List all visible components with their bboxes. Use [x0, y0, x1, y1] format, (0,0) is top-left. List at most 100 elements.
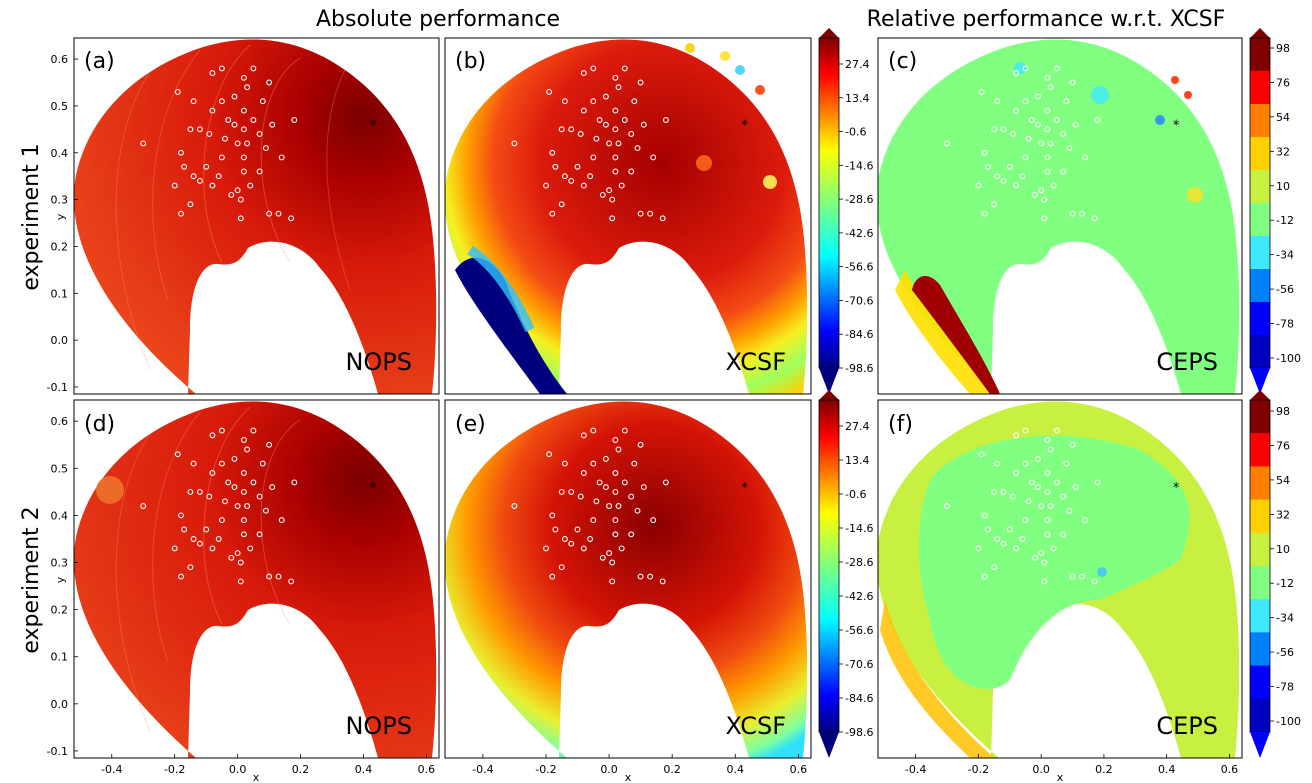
- sample-point: [628, 168, 635, 175]
- sample-point: [187, 201, 194, 208]
- sample-point: [190, 98, 197, 105]
- sample-point: [244, 446, 251, 453]
- sample-point: [1006, 526, 1013, 533]
- sample-point: [240, 488, 247, 495]
- colorbar-level-block: [1250, 302, 1270, 336]
- sample-point: [1044, 531, 1051, 538]
- sample-point: [234, 140, 241, 147]
- sample-point: [1072, 484, 1079, 491]
- colorbar-absolute-top-ticks: 27.4 13.4 -0.6 -14.6 -28.6 -42.6 -56.6 -70.6 -84…: [839, 58, 873, 375]
- sample-point: [247, 545, 254, 552]
- sample-point: [612, 488, 619, 495]
- sample-point: [1000, 177, 1007, 184]
- sample-point: [543, 182, 549, 189]
- sample-point: [1041, 215, 1048, 222]
- sample-point: [568, 126, 575, 133]
- sample-point: [275, 210, 282, 217]
- sample-point: [1022, 460, 1029, 467]
- sample-point: [1053, 479, 1060, 486]
- sample-point: [612, 126, 619, 133]
- sample-point: [1066, 145, 1073, 152]
- sample-point: [577, 131, 584, 137]
- sample-point: [1041, 578, 1048, 585]
- header-relative: Relative performance w.r.t. XCSF: [867, 7, 1226, 32]
- sample-point: [991, 201, 998, 208]
- sample-point: [237, 559, 244, 566]
- sample-point: [1000, 540, 1007, 547]
- x-tick-label: 0.0: [600, 763, 618, 776]
- sample-point: [568, 540, 575, 547]
- sample-point: [1038, 187, 1045, 194]
- sample-point: [190, 460, 197, 467]
- y-tick-label: 0.2: [51, 604, 69, 617]
- sample-point: [178, 512, 184, 519]
- y-tick-label: -0.1: [47, 745, 68, 758]
- sample-point: [266, 79, 273, 86]
- sample-point: [1035, 93, 1041, 100]
- sample-point: [256, 531, 263, 538]
- sample-point: [609, 578, 616, 585]
- sample-point: [1041, 196, 1048, 203]
- sample-point: [1031, 554, 1038, 561]
- panel-d-method-label: NOPS: [345, 712, 412, 740]
- colorbar-tick-label: -28.6: [845, 193, 873, 206]
- colorbar-tick-label: 27.4: [845, 58, 870, 71]
- sample-point: [1044, 126, 1051, 133]
- target-marker: *: [370, 481, 377, 496]
- panel-e-frame: [444, 399, 812, 759]
- sample-point: [206, 131, 213, 137]
- x-tick-label: 0.2: [1095, 763, 1113, 776]
- colorbar-level-block: [1250, 632, 1270, 667]
- sample-point: [269, 484, 276, 491]
- sample-point: [1028, 479, 1035, 486]
- sample-point: [1069, 79, 1076, 86]
- sample-point: [288, 578, 295, 585]
- panel-b-sample-points: *: [511, 65, 748, 222]
- sample-point: [1025, 135, 1032, 142]
- sample-point: [628, 131, 635, 137]
- sample-point: [240, 74, 247, 81]
- sample-point: [659, 578, 666, 585]
- panel-d-xticks: -0.4 -0.2 0.0 0.2 0.4 0.6: [101, 754, 435, 776]
- sample-point: [640, 484, 647, 491]
- sample-point: [1041, 559, 1048, 566]
- sample-point: [250, 117, 257, 123]
- sample-point: [994, 98, 1001, 105]
- sample-point: [590, 98, 597, 105]
- sample-point: [215, 536, 222, 542]
- sample-point: [1053, 117, 1060, 123]
- sample-point: [546, 451, 553, 458]
- sample-point: [209, 470, 216, 476]
- header-absolute: Absolute performance: [316, 7, 560, 32]
- sample-point: [580, 182, 587, 189]
- x-tick-label: -0.4: [101, 763, 122, 776]
- colorbar-tick-label: -78: [1276, 318, 1294, 331]
- sample-point: [612, 168, 619, 175]
- sample-point: [580, 432, 587, 439]
- sample-point: [587, 536, 594, 542]
- panel-a-contour-map: [74, 39, 437, 394]
- panel-a-workspace: [74, 39, 437, 394]
- panel-d-frame: [73, 399, 440, 759]
- sample-point: [190, 536, 197, 542]
- target-marker: *: [741, 481, 748, 496]
- panel-f-contour-map: [878, 401, 1240, 758]
- y-tick-label: 0.4: [51, 509, 69, 522]
- sample-point: [602, 121, 609, 128]
- sample-point: [256, 493, 263, 500]
- panel-e-xlabel: x: [625, 771, 632, 783]
- colorbar-tick-label: -56: [1276, 283, 1294, 296]
- colorbar-absolute-bottom: 27.4 13.4 -0.6 -14.6 -28.6 -42.6 -56.6 -70.6 -84…: [818, 390, 873, 758]
- sample-point: [1060, 168, 1067, 175]
- sample-point: [647, 573, 654, 580]
- sample-point: [587, 173, 594, 180]
- sample-point: [266, 441, 273, 448]
- sample-point: [1050, 545, 1057, 552]
- sample-point: [228, 554, 235, 561]
- colorbar-tick-label: -34: [1276, 249, 1294, 262]
- sample-point: [1044, 517, 1051, 524]
- colorbar-tick-label: 13.4: [845, 454, 870, 467]
- sample-point: [240, 154, 247, 161]
- sample-point: [215, 173, 222, 180]
